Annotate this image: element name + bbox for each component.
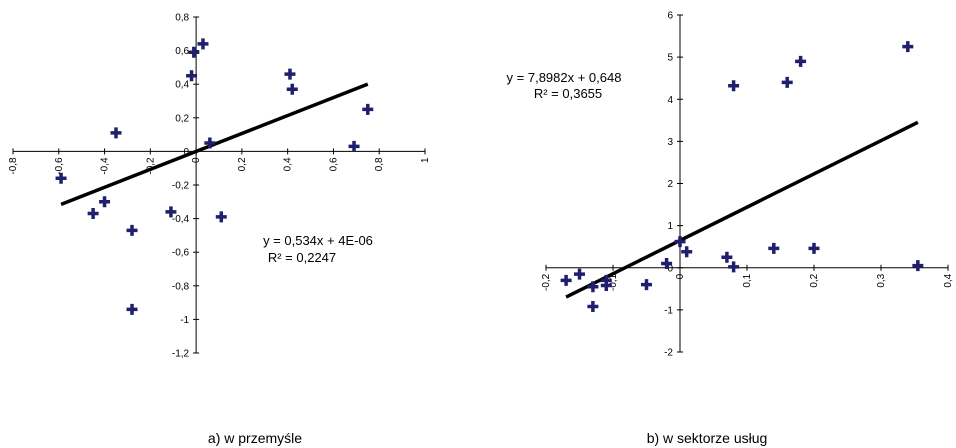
chart-a-y-tick-label: 0 — [184, 147, 190, 158]
chart-b-x-tick-label: 0,2 — [809, 273, 820, 287]
chart-b-y-tick-label: 3 — [667, 137, 673, 148]
chart-b-data-point — [641, 279, 652, 291]
chart-a-x-tick-label: -0,6 — [54, 157, 65, 175]
chart-b-caption: b) w sektorze usług — [647, 430, 768, 446]
chart-b-data-point — [681, 246, 693, 258]
chart-a-y-tick-label: -1,2 — [172, 349, 190, 360]
chart-a-data-point — [188, 46, 200, 58]
chart-a-x-tick-label: 0,8 — [374, 157, 385, 171]
chart-a-r2: R² = 0,2247 — [268, 250, 336, 265]
chart-b-data-point — [560, 274, 572, 286]
chart-a-y-tick-label: -1 — [180, 315, 189, 326]
chart-b-data-point — [795, 55, 807, 67]
chart-a-data-point — [126, 224, 138, 236]
chart-a-data-point — [284, 68, 296, 80]
chart-a-x-tick-label: 0,6 — [328, 157, 339, 171]
chart-a-data-point — [362, 103, 374, 115]
chart-b-r2: R² = 0,3655 — [534, 86, 602, 101]
chart-b-x-tick-label: 0,1 — [742, 273, 753, 287]
chart-a-x-tick-label: 1 — [420, 157, 431, 163]
chart-b-services: -0,2 -0,1 0 0,1 0,2 0,3 0,4 -2 -1 0 1 2 3 4 5 6 — [541, 11, 954, 359]
chart-b-data-point — [587, 301, 599, 313]
chart-a-x-tick-label: 0,4 — [283, 157, 294, 171]
chart-a-y-tick-label: 0,4 — [175, 80, 189, 91]
chart-b-x-tick-label: 0 — [675, 273, 686, 279]
chart-a-y-tick-label: -0,2 — [172, 181, 190, 192]
chart-b-x-tick-label: -0,1 — [608, 273, 619, 291]
chart-b-y-tick-label: -2 — [664, 348, 673, 359]
chart-a-data-point — [110, 127, 122, 139]
chart-a-data-point — [197, 38, 209, 50]
chart-b-data-point — [912, 260, 924, 272]
chart-a-y-tick-label: 0,8 — [175, 13, 189, 24]
chart-b-equation: y = 7,8982x + 0,648 — [507, 70, 622, 85]
chart-a-x-tick-label: 0 — [191, 157, 202, 163]
chart-a-data-point — [126, 303, 138, 315]
chart-b-y-tick-label: -1 — [664, 305, 673, 316]
chart-a-data-point — [99, 196, 111, 208]
chart-a-equation: y = 0,534x + 4E-06 — [263, 233, 373, 248]
chart-b-y-tick-label: 1 — [667, 221, 673, 232]
chart-a-x-tick-label: -0,4 — [100, 157, 111, 175]
chart-a-y-tick-label: -0,6 — [172, 248, 190, 259]
chart-a-y-tick-label: 0,6 — [175, 46, 189, 57]
chart-a-data-point — [87, 208, 99, 220]
chart-b-x-tick-label: -0,2 — [541, 273, 552, 291]
chart-a-y-tick-label: -0,8 — [172, 281, 190, 292]
chart-b-x-tick-label: 0,4 — [943, 273, 954, 287]
chart-b-data-point — [728, 261, 740, 273]
chart-b-data-point — [768, 242, 780, 254]
chart-a-industry: -0,8 -0,6 -0,4 -0,2 0 0,2 0,4 0,6 0,8 1 -1,2 -1 -0,8… — [8, 13, 431, 360]
chart-b-y-tick-label: 2 — [667, 179, 673, 190]
chart-b-data-point — [574, 268, 585, 280]
chart-a-x-tick-label: 0,2 — [237, 157, 248, 171]
chart-a-data-point — [165, 206, 177, 218]
chart-b-y-tick-label: 6 — [667, 11, 673, 22]
chart-b-y-tick-label: 5 — [667, 53, 673, 64]
chart-a-caption: a) w przemyśle — [208, 430, 302, 446]
chart-b-data-point — [728, 80, 740, 92]
chart-a-data-point — [55, 172, 67, 184]
chart-b-y-tick-label: 4 — [667, 95, 673, 106]
chart-a-data-point — [215, 211, 227, 223]
chart-b-trendline — [565, 120, 919, 299]
chart-a-data-point — [348, 140, 360, 152]
chart-b-data-point — [808, 242, 820, 254]
chart-b-data-point — [587, 281, 599, 293]
chart-a-x-tick-label: -0,2 — [145, 157, 156, 175]
chart-a-data-point — [286, 83, 298, 95]
chart-b-x-tick-label: 0,3 — [876, 273, 887, 287]
chart-a-y-tick-label: -0,4 — [172, 214, 190, 225]
chart-a-y-tick-label: 0,2 — [175, 113, 189, 124]
chart-b-data-point — [661, 258, 673, 270]
chart-a-x-tick-label: -0,8 — [8, 157, 19, 175]
chart-b-y-tick-label: 0 — [667, 263, 673, 274]
chart-a-data-point — [204, 137, 216, 149]
chart-b-data-point — [902, 41, 914, 53]
chart-b-data-point — [721, 251, 733, 263]
chart-b-data-point — [600, 274, 612, 286]
chart-b-data-point — [674, 236, 686, 248]
chart-b-data-point — [781, 76, 793, 88]
chart-a-data-point — [186, 70, 198, 82]
